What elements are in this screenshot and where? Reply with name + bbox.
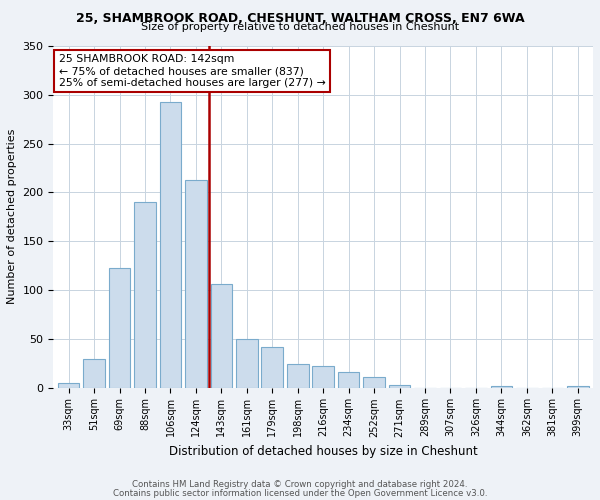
Bar xyxy=(185,180,207,388)
X-axis label: Distribution of detached houses by size in Cheshunt: Distribution of detached houses by size … xyxy=(169,445,478,458)
Bar xyxy=(313,366,334,388)
Bar xyxy=(389,384,410,388)
Bar xyxy=(567,386,589,388)
Text: 25, SHAMBROOK ROAD, CHESHUNT, WALTHAM CROSS, EN7 6WA: 25, SHAMBROOK ROAD, CHESHUNT, WALTHAM CR… xyxy=(76,12,524,26)
Bar xyxy=(211,284,232,388)
Text: 25 SHAMBROOK ROAD: 142sqm
← 75% of detached houses are smaller (837)
25% of semi: 25 SHAMBROOK ROAD: 142sqm ← 75% of detac… xyxy=(59,54,325,88)
Bar xyxy=(109,268,130,388)
Bar xyxy=(363,377,385,388)
Bar xyxy=(134,202,156,388)
Bar xyxy=(83,359,105,388)
Bar xyxy=(58,382,79,388)
Bar xyxy=(287,364,308,388)
Bar xyxy=(262,346,283,388)
Bar xyxy=(160,102,181,388)
Text: Contains public sector information licensed under the Open Government Licence v3: Contains public sector information licen… xyxy=(113,488,487,498)
Bar xyxy=(338,372,359,388)
Bar xyxy=(236,338,257,388)
Y-axis label: Number of detached properties: Number of detached properties xyxy=(7,129,17,304)
Text: Size of property relative to detached houses in Cheshunt: Size of property relative to detached ho… xyxy=(141,22,459,32)
Bar xyxy=(491,386,512,388)
Text: Contains HM Land Registry data © Crown copyright and database right 2024.: Contains HM Land Registry data © Crown c… xyxy=(132,480,468,489)
